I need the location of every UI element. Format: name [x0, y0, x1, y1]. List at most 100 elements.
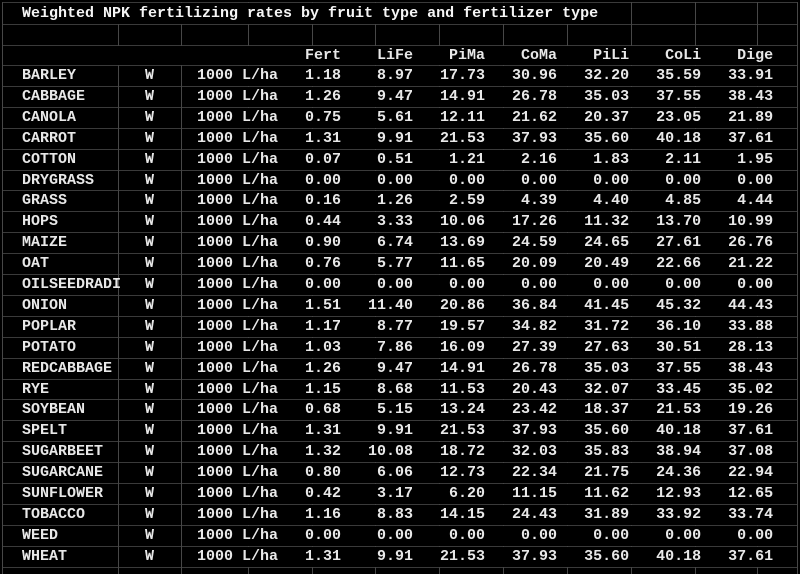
gridline-vertical	[797, 2, 798, 574]
marker-cell: W	[144, 234, 154, 251]
gridline-horizontal	[2, 525, 798, 526]
gridline-horizontal	[2, 337, 798, 338]
gridline-horizontal	[2, 170, 798, 171]
crop-name-cell: SPELT	[3, 421, 117, 441]
gridline-horizontal	[2, 399, 798, 400]
gridline-horizontal	[2, 358, 798, 359]
values-cell: 1000 L/ha 0.68 5.15 13.24 23.42 18.37 21…	[182, 400, 796, 420]
crop-name-cell: HOPS	[3, 212, 117, 232]
crop-name-cell: CABBAGE	[3, 87, 117, 107]
values-cell: 1000 L/ha 0.00 0.00 0.00 0.00 0.00 0.00 …	[182, 171, 796, 190]
gridline-horizontal	[2, 253, 798, 254]
marker-cell: W	[144, 109, 154, 126]
crop-name-cell: SUGARBEET	[3, 442, 117, 462]
marker-cell: W	[144, 548, 154, 565]
crop-name-cell: CARROT	[3, 129, 117, 149]
gridline-horizontal	[2, 2, 798, 3]
marker-cell: W	[144, 360, 154, 377]
gridline-horizontal	[2, 128, 798, 129]
crop-name-cell: WHEAT	[3, 547, 117, 567]
marker-cell: W	[144, 527, 154, 544]
marker-cell: W	[144, 151, 154, 168]
values-cell: 1000 L/ha 0.42 3.17 6.20 11.15 11.62 12.…	[182, 484, 796, 504]
gridline-horizontal	[2, 190, 798, 191]
gridline-horizontal	[2, 379, 798, 380]
crop-name-cell: ONION	[3, 296, 117, 316]
values-cell: 1000 L/ha 1.32 10.08 18.72 32.03 35.83 3…	[182, 442, 796, 462]
crop-name-cell: CANOLA	[3, 108, 117, 128]
crop-name-cell: COTTON	[3, 150, 117, 170]
crop-name-cell: POPLAR	[3, 317, 117, 337]
marker-cell: W	[144, 485, 154, 502]
gridline-horizontal	[2, 24, 798, 25]
crop-name-cell: DRYGRASS	[3, 171, 117, 190]
values-cell: 1000 L/ha 0.80 6.06 12.73 22.34 21.75 24…	[182, 463, 796, 483]
crop-name-cell: BARLEY	[3, 66, 117, 86]
marker-cell: W	[144, 276, 154, 293]
page-title: Weighted NPK fertilizing rates by fruit …	[3, 3, 630, 24]
values-cell: 1000 L/ha 0.44 3.33 10.06 17.26 11.32 13…	[182, 212, 796, 232]
values-cell: 1000 L/ha 0.90 6.74 13.69 24.59 24.65 27…	[182, 233, 796, 253]
values-cell: 1000 L/ha 0.16 1.26 2.59 4.39 4.40 4.85 …	[182, 191, 796, 211]
crop-name-cell: OILSEEDRADI	[3, 275, 121, 295]
crop-name-cell: POTATO	[3, 338, 117, 358]
gridline-vertical	[2, 2, 3, 574]
marker-cell: W	[144, 297, 154, 314]
values-cell: 1000 L/ha 0.07 0.51 1.21 2.16 1.83 2.11 …	[182, 150, 796, 170]
crop-name-cell: OAT	[3, 254, 117, 274]
crop-name-cell: TOBACCO	[3, 505, 117, 525]
marker-cell: W	[144, 255, 154, 272]
values-cell: 1000 L/ha 1.51 11.40 20.86 36.84 41.45 4…	[182, 296, 796, 316]
gridline-horizontal	[2, 567, 798, 568]
marker-cell: W	[144, 88, 154, 105]
marker-cell: W	[144, 401, 154, 418]
values-cell: 1000 L/ha 0.00 0.00 0.00 0.00 0.00 0.00 …	[182, 526, 796, 546]
values-cell: 1000 L/ha 1.31 9.91 21.53 37.93 35.60 40…	[182, 421, 796, 441]
gridline-horizontal	[2, 462, 798, 463]
gridline-horizontal	[2, 149, 798, 150]
marker-cell: W	[144, 339, 154, 356]
values-cell: 1000 L/ha 1.15 8.68 11.53 20.43 32.07 33…	[182, 380, 796, 399]
marker-cell: W	[144, 213, 154, 230]
gridline-horizontal	[2, 420, 798, 421]
gridline-horizontal	[2, 45, 798, 46]
gridline-vertical	[181, 2, 182, 574]
marker-cell: W	[144, 318, 154, 335]
values-cell: 1000 L/ha 1.17 8.77 19.57 34.82 31.72 36…	[182, 317, 796, 337]
marker-cell: W	[144, 192, 154, 209]
values-cell: 1000 L/ha 1.18 8.97 17.73 30.96 32.20 35…	[182, 66, 796, 86]
gridline-horizontal	[2, 441, 798, 442]
values-cell: 1000 L/ha 1.31 9.91 21.53 37.93 35.60 40…	[182, 547, 796, 567]
gridline-horizontal	[2, 65, 798, 66]
gridline-horizontal	[2, 504, 798, 505]
marker-cell: W	[144, 67, 154, 84]
marker-cell: W	[144, 130, 154, 147]
marker-cell: W	[144, 381, 154, 398]
values-cell: 1000 L/ha 0.76 5.77 11.65 20.09 20.49 22…	[182, 254, 796, 274]
crop-name-cell: WEED	[3, 526, 117, 546]
gridline-horizontal	[2, 483, 798, 484]
gridline-horizontal	[2, 211, 798, 212]
gridline-horizontal	[2, 86, 798, 87]
crop-name-cell: SUNFLOWER	[3, 484, 117, 504]
values-cell: 1000 L/ha 0.00 0.00 0.00 0.00 0.00 0.00 …	[182, 275, 796, 295]
gridline-vertical	[118, 2, 119, 574]
marker-cell: W	[144, 506, 154, 523]
crop-name-cell: SOYBEAN	[3, 400, 117, 420]
gridline-horizontal	[2, 546, 798, 547]
marker-cell: W	[144, 172, 154, 189]
gridline-horizontal	[2, 107, 798, 108]
values-cell: 1000 L/ha 1.26 9.47 14.91 26.78 35.03 37…	[182, 359, 796, 379]
crop-name-cell: GRASS	[3, 191, 117, 211]
crop-name-cell: RYE	[3, 380, 117, 399]
gridline-horizontal	[2, 295, 798, 296]
values-cell: 1000 L/ha 1.03 7.86 16.09 27.39 27.63 30…	[182, 338, 796, 358]
crop-name-cell: SUGARCANE	[3, 463, 117, 483]
values-cell: 1000 L/ha 1.16 8.83 14.15 24.43 31.89 33…	[182, 505, 796, 525]
crop-name-cell: REDCABBAGE	[3, 359, 117, 379]
marker-cell: W	[144, 422, 154, 439]
gridline-horizontal	[2, 232, 798, 233]
gridline-horizontal	[2, 274, 798, 275]
values-cell: 1000 L/ha 1.31 9.91 21.53 37.93 35.60 40…	[182, 129, 796, 149]
